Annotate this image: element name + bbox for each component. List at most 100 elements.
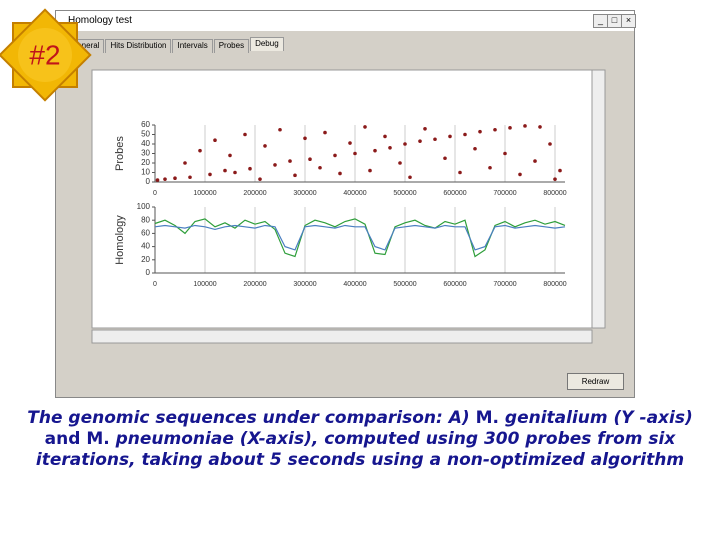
probe-point <box>308 157 312 161</box>
x-tick-label: 800000 <box>543 190 566 197</box>
probe-point <box>263 144 267 148</box>
plot-area <box>91 69 593 329</box>
badge: #2 <box>0 8 92 102</box>
y-tick-label: 0 <box>146 268 151 277</box>
probe-point <box>493 127 497 132</box>
probe-point <box>403 142 407 146</box>
redraw-button[interactable]: Redraw <box>567 373 624 390</box>
probe-point <box>443 156 447 161</box>
probe-point <box>398 161 402 165</box>
probe-point <box>478 129 482 134</box>
vertical-scrollbar[interactable] <box>591 69 606 329</box>
probe-point <box>503 151 507 156</box>
x-tick-label: 500000 <box>393 190 416 197</box>
probe-point <box>518 172 522 177</box>
probe-point <box>473 146 477 151</box>
probe-point <box>173 176 177 180</box>
probe-point <box>353 151 357 156</box>
probe-point <box>273 163 277 167</box>
probe-point <box>198 148 202 153</box>
probe-point <box>318 165 322 170</box>
tab[interactable]: Intervals <box>172 39 213 53</box>
horizontal-scrollbar[interactable] <box>91 329 593 344</box>
probe-point <box>213 138 217 142</box>
x-tick-label: 100000 <box>193 281 216 288</box>
badge-label: #2 <box>29 39 60 70</box>
probe-point <box>508 126 512 130</box>
y-axis-label: Homology <box>114 215 126 265</box>
y-tick-label: 100 <box>137 202 151 211</box>
probe-point <box>388 146 392 150</box>
probe-point <box>433 137 437 142</box>
title-bar: Homology test _ □ × <box>56 11 636 31</box>
probe-point <box>293 173 297 178</box>
x-tick-label: 300000 <box>293 190 316 197</box>
probe-point <box>303 136 307 141</box>
caption-text: The genomic sequences under comparison: … <box>27 408 476 428</box>
x-tick-label: 500000 <box>393 281 416 288</box>
x-tick-label: 600000 <box>443 190 466 197</box>
caption: The genomic sequences under comparison: … <box>20 408 700 471</box>
tab[interactable]: Hits Distribution <box>105 39 172 53</box>
y-axis-label: Probes <box>114 136 126 171</box>
x-tick-label: 200000 <box>243 190 266 197</box>
x-tick-label: 200000 <box>243 281 266 288</box>
x-tick-label: 700000 <box>493 281 516 288</box>
probe-point <box>448 134 452 139</box>
homology-line <box>154 224 566 251</box>
y-tick-label: 40 <box>141 139 150 148</box>
probe-point <box>258 177 262 181</box>
x-tick-label: 0 <box>153 281 157 288</box>
caption-text: and M. <box>44 429 116 449</box>
probe-point <box>558 168 562 173</box>
caption-text: pneumoniae (X-axis), computed using 300 … <box>35 429 685 470</box>
probe-point <box>533 159 537 163</box>
probe-point <box>373 148 377 153</box>
badge-center <box>18 28 72 82</box>
probe-point <box>368 168 372 173</box>
x-tick-label: 700000 <box>493 190 516 197</box>
probe-point <box>463 132 467 137</box>
y-tick-label: 60 <box>141 229 150 238</box>
probe-point <box>223 168 227 173</box>
y-tick-label: 60 <box>141 120 150 129</box>
window-title: Homology test <box>68 15 132 26</box>
probe-point <box>423 127 427 131</box>
x-tick-label: 100000 <box>193 190 216 197</box>
x-tick-label: 800000 <box>543 281 566 288</box>
probe-point <box>408 175 412 180</box>
x-tick-label: 600000 <box>443 281 466 288</box>
caption-text: genitalium (Y -axis) <box>504 408 693 428</box>
y-tick-label: 20 <box>141 255 150 264</box>
probe-point <box>548 142 552 146</box>
y-tick-label: 0 <box>146 177 151 186</box>
close-button[interactable]: × <box>621 14 636 28</box>
probe-point <box>348 141 352 145</box>
y-tick-label: 20 <box>141 158 150 167</box>
y-tick-label: 80 <box>141 215 150 224</box>
y-tick-label: 30 <box>141 149 150 158</box>
probe-point <box>188 175 192 180</box>
probe-point <box>333 153 337 158</box>
x-tick-label: 0 <box>153 190 157 197</box>
y-tick-label: 10 <box>141 168 150 177</box>
probe-point <box>488 165 492 170</box>
probe-point <box>553 177 557 181</box>
tab[interactable]: Debug <box>250 37 284 51</box>
caption-text: M. <box>475 408 505 428</box>
probe-point <box>163 177 167 181</box>
probe-point <box>243 132 247 137</box>
homology-line <box>154 218 566 258</box>
tab[interactable]: Probes <box>213 39 250 53</box>
y-tick-label: 40 <box>141 242 150 251</box>
probe-point <box>248 166 252 171</box>
x-tick-label: 300000 <box>293 281 316 288</box>
probe-point <box>523 124 527 128</box>
probe-point <box>458 170 462 175</box>
x-tick-label: 400000 <box>343 190 366 197</box>
probe-point <box>418 139 422 143</box>
y-tick-label: 50 <box>141 130 150 139</box>
probe-point <box>538 125 542 129</box>
